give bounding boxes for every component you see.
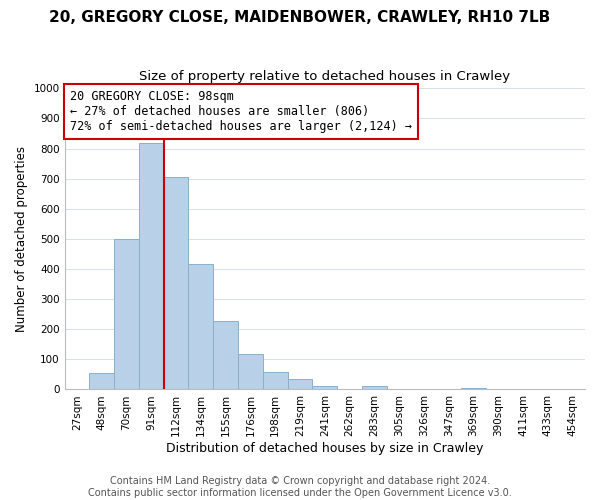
Bar xyxy=(313,386,337,390)
Bar xyxy=(188,264,213,390)
Y-axis label: Number of detached properties: Number of detached properties xyxy=(15,146,28,332)
Text: 20, GREGORY CLOSE, MAIDENBOWER, CRAWLEY, RH10 7LB: 20, GREGORY CLOSE, MAIDENBOWER, CRAWLEY,… xyxy=(49,10,551,25)
Text: Contains HM Land Registry data © Crown copyright and database right 2024.
Contai: Contains HM Land Registry data © Crown c… xyxy=(88,476,512,498)
Bar xyxy=(287,379,313,390)
Bar xyxy=(213,321,238,390)
Title: Size of property relative to detached houses in Crawley: Size of property relative to detached ho… xyxy=(139,70,511,83)
Bar xyxy=(139,142,164,390)
Bar xyxy=(461,388,486,390)
Bar xyxy=(238,354,263,390)
Bar xyxy=(89,373,114,390)
Bar xyxy=(164,177,188,390)
Bar xyxy=(362,386,387,390)
Bar xyxy=(263,372,287,390)
X-axis label: Distribution of detached houses by size in Crawley: Distribution of detached houses by size … xyxy=(166,442,484,455)
Bar xyxy=(114,239,139,390)
Text: 20 GREGORY CLOSE: 98sqm
← 27% of detached houses are smaller (806)
72% of semi-d: 20 GREGORY CLOSE: 98sqm ← 27% of detache… xyxy=(70,90,412,133)
